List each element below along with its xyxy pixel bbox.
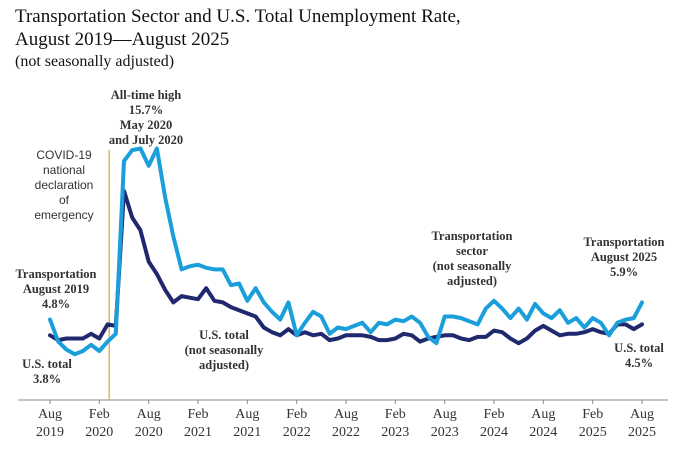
x-tick-year: 2021 [233,425,262,440]
x-tick-label: Aug 2022 [318,406,374,442]
annotation-transport-start: Transportation August 2019 4.8% [8,267,104,312]
x-tick-month: Aug [629,407,655,422]
x-tick-year: 2022 [282,425,311,440]
x-tick-year: 2025 [628,425,656,440]
x-tick-month: Aug [531,407,556,422]
series-line-transportation [48,146,644,357]
annotation-us-end: U.S. total 4.5% [606,341,672,371]
annotation-line: (not seasonally [184,343,264,357]
annotation-line: (not seasonally [432,259,512,273]
x-tick-label: Feb 2022 [269,406,325,442]
x-tick-year: 2020 [134,425,163,440]
x-tick-year: 2022 [332,425,360,440]
annotation-line: 3.8% [32,372,62,386]
x-tick-month: Aug [37,407,63,422]
annotation-line: sector [456,244,488,258]
annotation-line: Transportation [15,267,97,281]
annotation-line: and July 2020 [108,133,184,147]
x-tick-year: 2019 [36,425,64,440]
x-tick-year: 2023 [430,425,459,440]
annotation-line: May 2020 [119,118,173,132]
annotation-line: U.S. total [614,341,664,355]
annotation-line: adjusted) [198,358,249,372]
covid-annotation-line: emergency [34,208,94,222]
chart-title-line-1: Transportation Sector and U.S. Total Une… [15,6,461,27]
x-tick-month: Aug [136,407,161,422]
x-tick-label: Aug 2021 [219,406,275,442]
x-tick-label: Feb 2025 [565,406,621,442]
covid-annotation-line: national [42,163,86,177]
x-tick-label: Feb 2020 [71,406,127,442]
x-tick-month: Aug [235,407,260,422]
x-tick-month: Feb [187,407,209,422]
x-tick-year: 2020 [85,425,114,440]
annotation-line: 5.9% [609,265,639,279]
x-tick-year: 2024 [529,425,558,440]
x-tick-month: Feb [384,407,406,422]
x-tick-month: Aug [333,407,359,422]
annotation-line: 4.5% [624,356,654,370]
x-tick-label: Feb 2023 [367,406,423,442]
covid-annotation-line: declaration [34,178,94,192]
x-tick-month: Feb [88,407,110,422]
chart-title-line-2: August 2019—August 2025 [15,29,230,50]
x-tick-month: Feb [582,407,604,422]
annotation-line: 4.8% [41,297,71,311]
x-tick-month: Feb [483,407,505,422]
x-tick-label: Aug 2020 [121,406,177,442]
annotation-line: U.S. total [199,328,249,342]
x-tick-year: 2024 [480,425,508,440]
x-tick-label: Feb 2021 [170,406,226,442]
annotation-line: 15.7% [128,103,164,117]
x-tick-month: Feb [286,407,308,422]
x-tick-year: 2023 [381,425,410,440]
x-tick-label: Aug 2024 [515,406,571,442]
x-tick-label: Feb 2024 [466,406,522,442]
annotation-line: All-time high [110,88,182,102]
annotation-line: August 2025 [590,250,658,264]
annotation-transport-end: Transportation August 2025 5.9% [576,235,672,280]
chart-subtitle: (not seasonally adjusted) [15,53,175,70]
annotation-us-start: U.S. total 3.8% [16,357,78,387]
x-tick-month: Aug [432,407,457,422]
x-tick-label: Aug 2025 [614,406,670,442]
annotation-line: Transportation [431,229,513,243]
covid-annotation-line: COVID-19 [36,148,92,162]
annotation-transport-mid: Transportation sector (not seasonally ad… [422,229,522,289]
x-tick-year: 2021 [184,425,212,440]
annotation-us-mid: U.S. total (not seasonally adjusted) [176,328,272,373]
annotation-line: U.S. total [22,357,72,371]
annotation-line: adjusted) [446,274,497,288]
annotation-line: Transportation [583,235,665,249]
covid-annotation-line: of [58,193,69,207]
x-tick-year: 2025 [578,425,607,440]
annotation-line: August 2019 [22,282,90,296]
series-line-us-total [48,188,644,346]
x-tick-label: Aug 2019 [22,406,78,442]
covid-annotation: COVID-19 national declaration of emergen… [24,148,104,223]
chart-title: Transportation Sector and U.S. Total Une… [15,5,535,72]
x-tick-label: Aug 2023 [417,406,473,442]
annotation-all-time-high: All-time high 15.7% May 2020 and July 20… [96,88,196,148]
